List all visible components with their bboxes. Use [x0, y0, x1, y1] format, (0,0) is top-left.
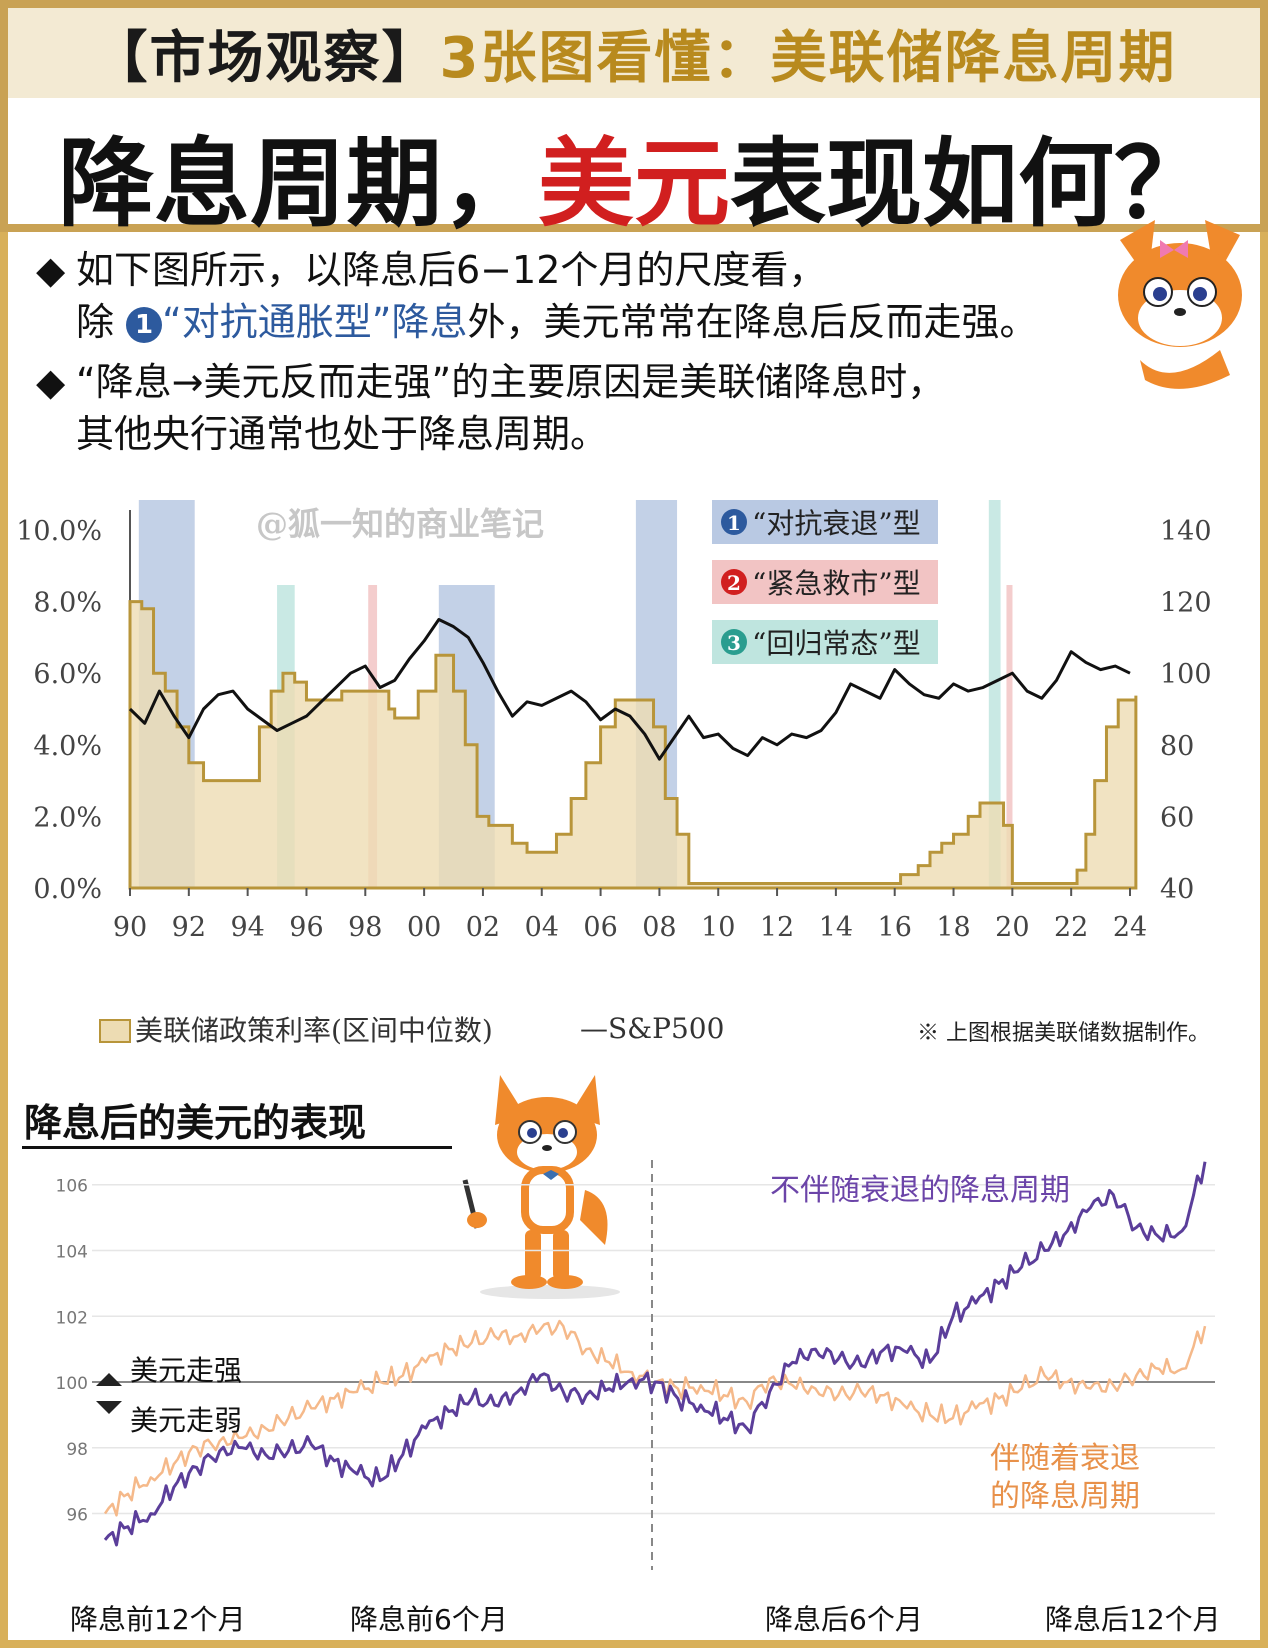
- cut-type-legend-box: [712, 620, 938, 664]
- x-tick-label: 02: [466, 912, 500, 943]
- cut-type-number-badge: [721, 569, 747, 595]
- x-label-minus6: 降息前6个月: [350, 1603, 508, 1636]
- rate-legend-label: 美联储政策利率(区间中位数): [135, 1014, 493, 1047]
- stronger-label: 美元走强: [130, 1354, 242, 1387]
- y-tick-label: 100: [56, 1374, 88, 1394]
- x-tick-label: 08: [642, 912, 676, 943]
- down-arrow-icon: [96, 1401, 122, 1414]
- cut-type-label: “回归常态”型: [752, 627, 921, 660]
- title-highlight: 美元: [538, 128, 730, 240]
- right-tick-label: 40: [1160, 874, 1194, 905]
- x-label-minus12: 降息前12个月: [70, 1603, 246, 1636]
- cut-type-label: “紧急救市”型: [752, 567, 921, 600]
- recession-label-line2: 的降息周期: [990, 1479, 1140, 1514]
- x-tick-label: 20: [995, 912, 1029, 943]
- cut-type-number: 1: [727, 511, 741, 535]
- cut-type-legend-box: [712, 560, 938, 604]
- x-tick-label: 16: [878, 912, 912, 943]
- no-recession-line: [103, 1161, 1207, 1547]
- header: 【市场观察】 3张图看懂：美联储降息周期 降息周期，美元表现如何？: [0, 0, 1268, 240]
- recession-label-line1: 伴随着衰退: [990, 1441, 1140, 1476]
- left-tick-label: 6.0%: [33, 659, 102, 690]
- number-badge-1: 1: [126, 306, 163, 343]
- bullet-2-line-2: 其他央行通常也处于降息周期。: [76, 412, 609, 456]
- cut-type-label: “对抗衰退”型: [752, 507, 921, 540]
- no-recession-label: 不伴随衰退的降息周期: [770, 1173, 1070, 1208]
- right-tick-label: 120: [1160, 588, 1212, 619]
- bullet-1-highlight: “对抗通胀型”降息: [162, 300, 468, 344]
- x-tick-label: 96: [289, 912, 323, 943]
- right-axis-ticks: 40 60 80 100 120 140: [1160, 516, 1212, 905]
- diamond-bullet-icon: ◆: [36, 360, 66, 404]
- shade-period-type-2: [1006, 585, 1013, 888]
- y-tick-label: 106: [56, 1177, 88, 1197]
- x-label-plus6: 降息后6个月: [765, 1603, 923, 1636]
- y-tick-label: 102: [56, 1308, 88, 1328]
- x-tick-label: 92: [172, 912, 206, 943]
- rate-area: [128, 600, 1138, 890]
- x-tick-label: 10: [701, 912, 735, 943]
- right-tick-label: 60: [1160, 802, 1194, 833]
- left-tick-label: 8.0%: [33, 588, 102, 619]
- rate-legend-swatch: [99, 1019, 131, 1043]
- title-part1: 降息周期，: [58, 128, 538, 240]
- bullet-1: ◆ 如下图所示，以降息后6−12个月的尺度看， 除 1 “对抗通胀型”降息外，美元常…: [36, 244, 1037, 348]
- y-tick-label: 98: [66, 1440, 88, 1460]
- x-tick-label: 04: [525, 912, 559, 943]
- cut-type-number: 3: [727, 631, 741, 655]
- source-note: ※ 上图根据美联储数据制作。: [917, 1021, 1210, 1046]
- x-tick-label: 22: [1054, 912, 1088, 943]
- title-underline: [22, 1146, 452, 1149]
- cut-type-number-badge: [721, 629, 747, 655]
- rate-sp500-chart: @狐一知的商业笔记 1 “对抗衰退”型 2 “紧急救市”型 3 “回归常态”型 0.0% 2…: [16, 500, 1212, 1047]
- x-tick-label: 94: [230, 912, 264, 943]
- left-tick-label: 2.0%: [33, 802, 102, 833]
- right-tick-label: 80: [1160, 731, 1194, 762]
- bullet-1-pre: 除: [76, 300, 127, 344]
- x-tick-label: 06: [583, 912, 617, 943]
- up-arrow-icon: [96, 1373, 122, 1386]
- x-tick-label: 18: [936, 912, 970, 943]
- watermark: @狐一知的商业笔记: [256, 505, 544, 543]
- left-tick-label: 0.0%: [33, 874, 102, 905]
- y-axis-ticks: 96 98 100 102 104 106: [56, 1177, 88, 1526]
- subtitle-bar: 【市场观察】 3张图看懂：美联储降息周期: [8, 8, 1260, 98]
- subtitle-tag: 【市场观察】: [91, 25, 440, 91]
- bullet-2: ◆ “降息→美元反而走强”的主要原因是美联储降息时， 其他央行通常也处于降息周期。: [36, 356, 945, 460]
- cut-type-number: 2: [727, 571, 741, 595]
- weaker-label: 美元走弱: [130, 1404, 242, 1437]
- y-tick-label: 104: [56, 1242, 88, 1262]
- right-tick-label: 100: [1160, 659, 1212, 690]
- x-label-plus12: 降息后12个月: [1045, 1603, 1221, 1636]
- cut-type-number-badge: [721, 509, 747, 535]
- title-part3: 表现如何？: [730, 128, 1210, 240]
- subtitle-text: 3张图看懂：美联储降息周期: [439, 25, 1177, 91]
- bullet-1-line-1: 如下图所示，以降息后6−12个月的尺度看，: [76, 248, 827, 292]
- left-axis-ticks: 0.0% 2.0% 4.0% 6.0% 8.0% 10.0%: [16, 516, 102, 905]
- shade-period-type-3: [988, 500, 1001, 888]
- x-tick-label: 12: [760, 912, 794, 943]
- right-tick-label: 140: [1160, 516, 1212, 547]
- x-tick-label: 24: [1113, 912, 1147, 943]
- dollar-chart-title: 降息后的美元的表现: [24, 1101, 367, 1145]
- x-tick-label: 14: [819, 912, 853, 943]
- left-tick-label: 10.0%: [16, 516, 102, 547]
- cut-type-legend: 1 “对抗衰退”型 2 “紧急救市”型 3 “回归常态”型: [712, 500, 938, 664]
- x-axis-ticks: 90 92 94 96 98 00 02 04 06 08 10 12 14 16 18 20 22 24: [113, 888, 1147, 943]
- left-tick-label: 4.0%: [33, 731, 102, 762]
- sp500-line: [128, 618, 1131, 761]
- x-tick-label: 98: [348, 912, 382, 943]
- cut-type-legend-box: [712, 500, 938, 544]
- x-tick-label: 00: [407, 912, 441, 943]
- page-title: 降息周期，美元表现如何？: [8, 106, 1260, 245]
- bullet-1-post: 外，美元常常在降息后反而走强。: [467, 300, 1038, 344]
- diamond-bullet-icon: ◆: [36, 248, 66, 292]
- fox-mascot-icon: [1118, 220, 1242, 389]
- sp500-legend-label: —S&P500: [580, 1012, 724, 1045]
- dollar-performance-chart: 不伴随衰退的降息周期 伴随着衰退 的降息周期 美元走强 美元走弱 96 98 100…: [56, 1160, 1215, 1570]
- bullet-2-line-1: “降息→美元反而走强”的主要原因是美联储降息时，: [76, 360, 946, 404]
- x-tick-label: 90: [113, 912, 147, 943]
- y-tick-label: 96: [66, 1506, 88, 1526]
